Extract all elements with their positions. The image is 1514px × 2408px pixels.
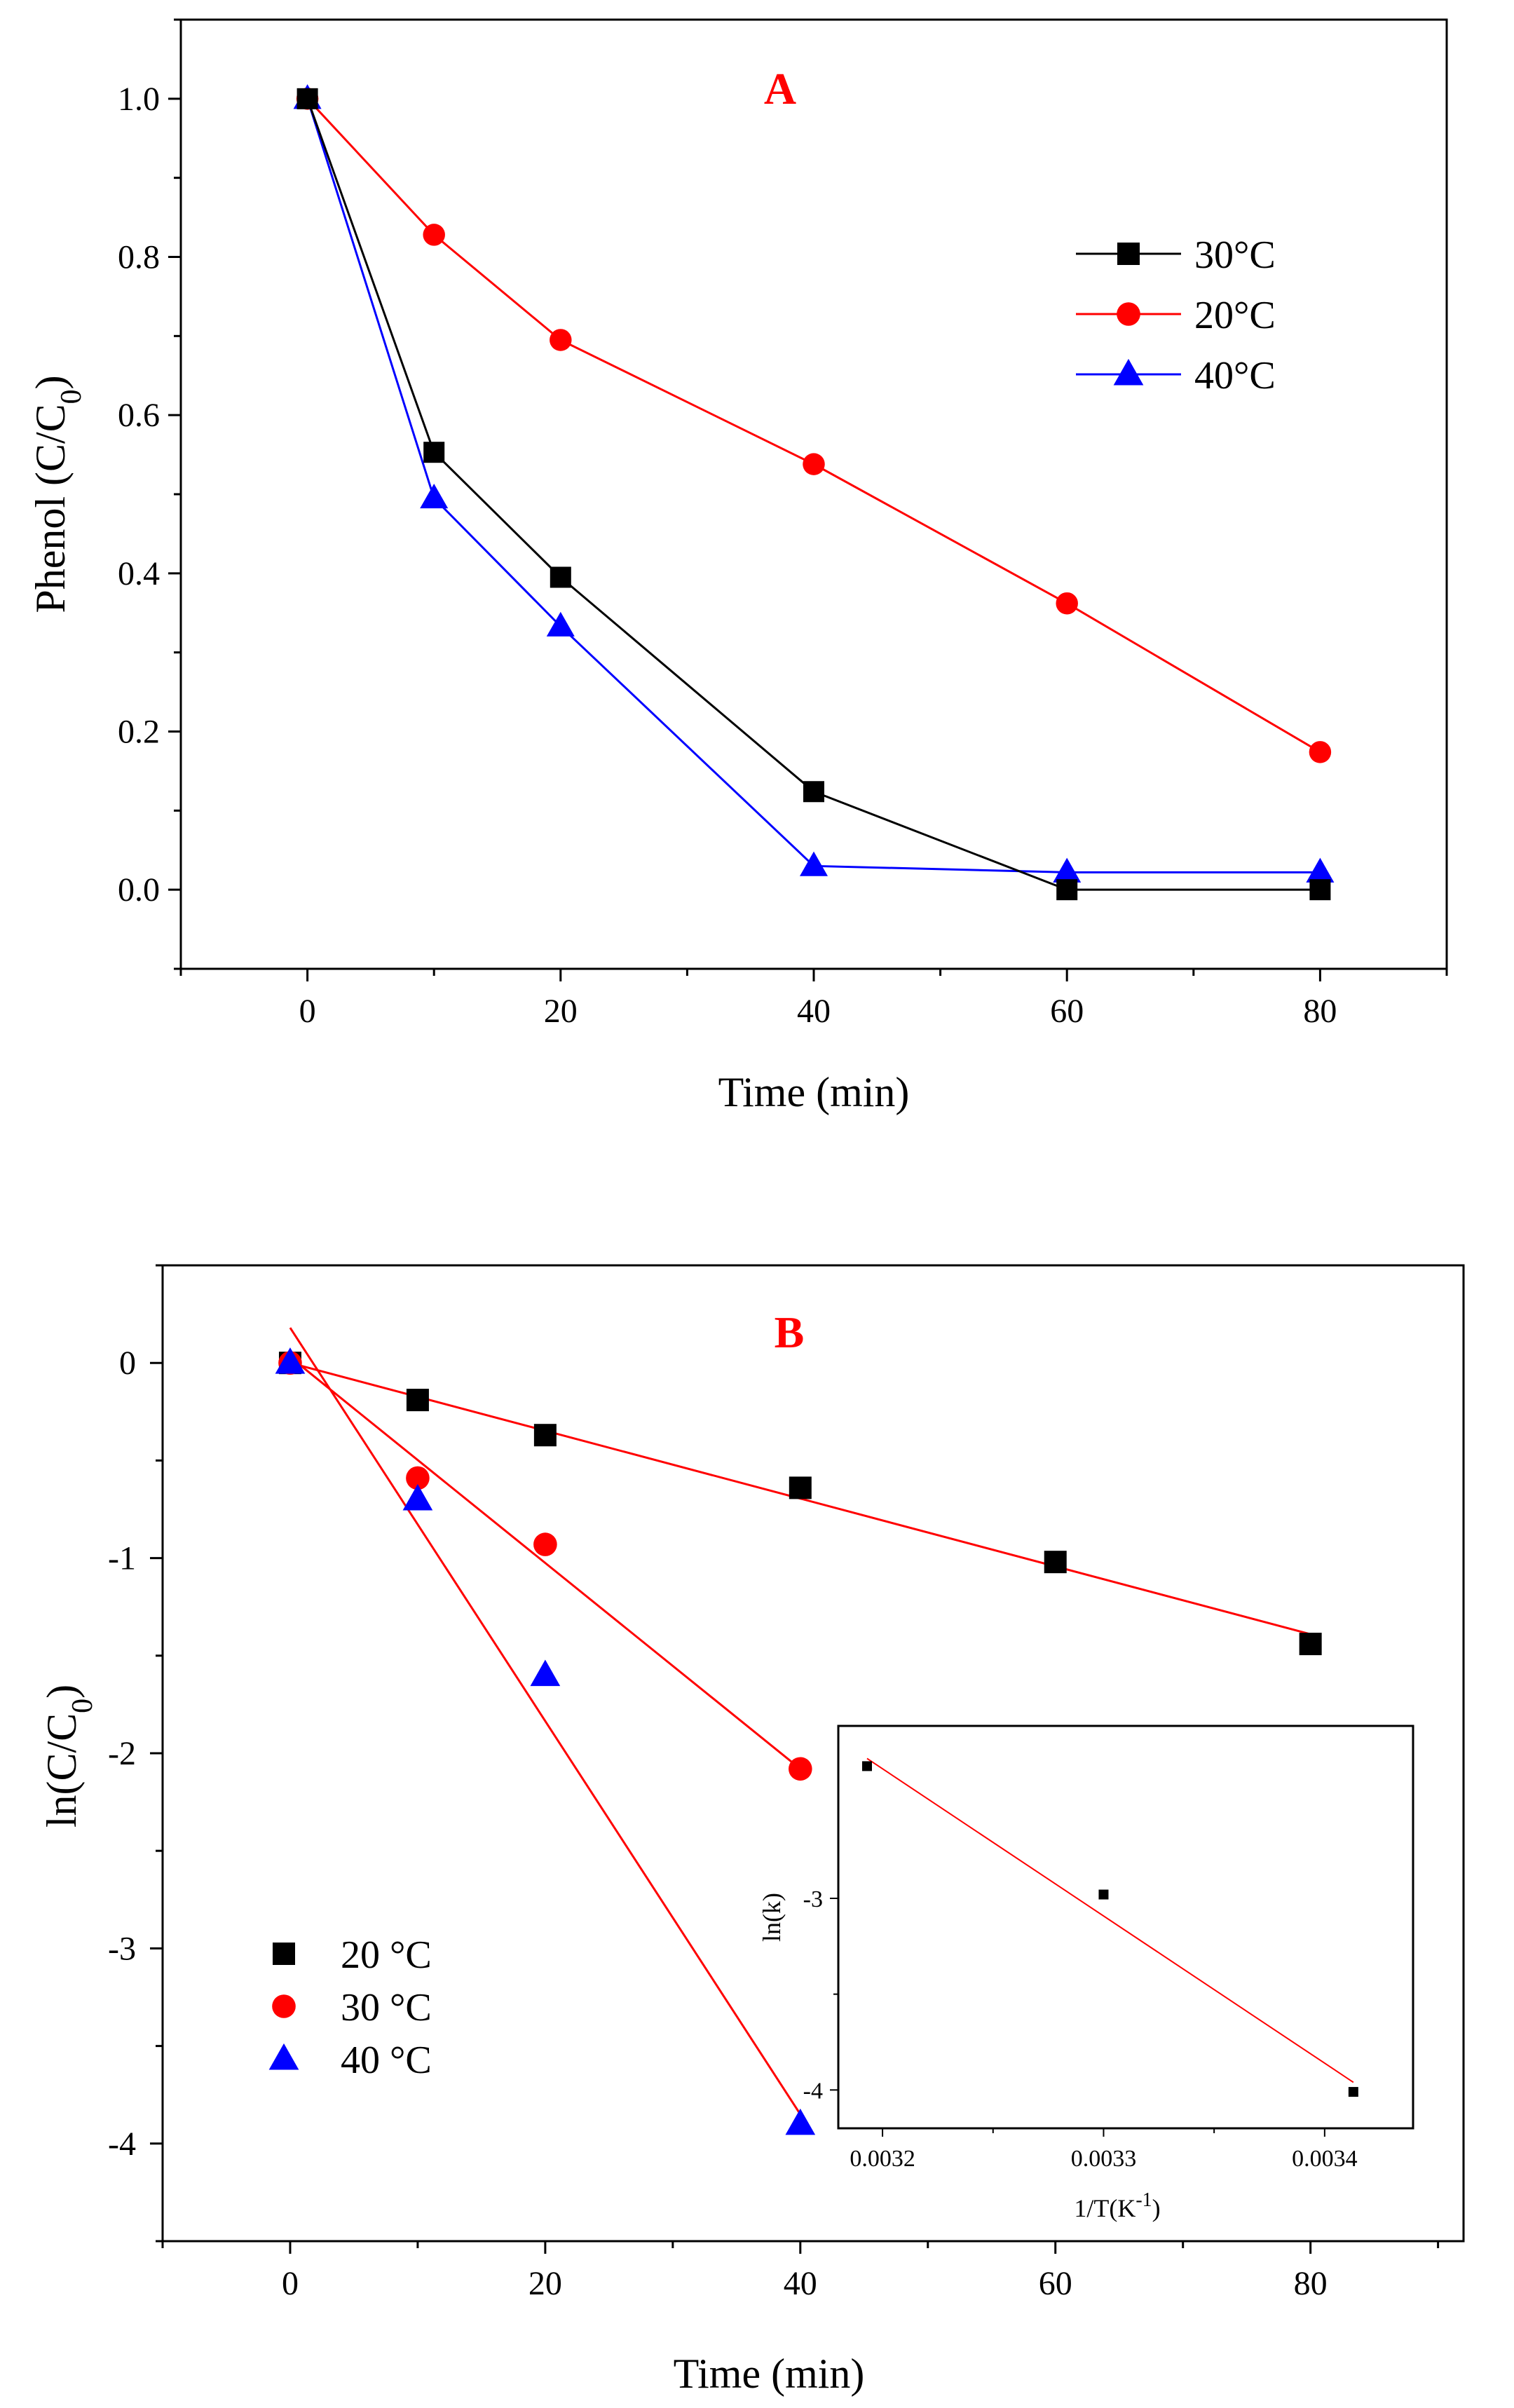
panel-a-data-point bbox=[1056, 879, 1078, 901]
panel-a-data-point bbox=[803, 781, 824, 803]
panel-a-legend-marker bbox=[1117, 243, 1140, 265]
panel-b-y-tick-label: -2 bbox=[108, 1735, 136, 1772]
panel-a-legend-marker bbox=[1113, 358, 1144, 386]
panel-b-legend: 20 °C 30 °C 40 °C bbox=[268, 1933, 432, 2082]
panel-b-legend-label: 40 °C bbox=[341, 2039, 432, 2082]
panel-b-data-point bbox=[275, 1347, 306, 1374]
panel-a-data-point bbox=[1309, 879, 1331, 901]
panel-a-y-tick-label: 0.4 bbox=[118, 555, 160, 592]
panel-b-data-point bbox=[1299, 1633, 1322, 1656]
inset-x-tick-label: 0.0034 bbox=[1292, 2146, 1358, 2172]
panel-b-data-point bbox=[533, 1424, 557, 1447]
panel-a-data-point bbox=[296, 88, 318, 109]
panel-b-data-point bbox=[533, 1532, 557, 1556]
panel-b-legend-marker bbox=[268, 2043, 299, 2070]
inset-frame bbox=[837, 1725, 1414, 2130]
panel-b-data-point bbox=[789, 1757, 812, 1781]
panel-b-y-tick-label: -1 bbox=[108, 1540, 136, 1577]
inset-y-tick-label: -4 bbox=[803, 2078, 823, 2104]
panel-b-y-tick-label: -4 bbox=[108, 2125, 136, 2163]
inset-data-point bbox=[1348, 2087, 1358, 2097]
panel-a-data-point bbox=[546, 611, 575, 637]
panel-a-data-point bbox=[420, 483, 449, 509]
panel-a-legend-label: 30°C bbox=[1194, 233, 1276, 277]
panel-b-data bbox=[275, 1327, 1322, 2135]
inset-chart: 0.0032 0.0033 0.0034 -3 -4 ln(k) 1/T(K-1) bbox=[758, 1725, 1414, 2223]
panel-b-data-point bbox=[530, 1659, 561, 1687]
panel-a-data-point bbox=[803, 453, 825, 475]
panel-a-legend-label: 40°C bbox=[1194, 354, 1276, 397]
panel-a-x-tick-label: 20 bbox=[544, 993, 578, 1030]
panel-a-series-line bbox=[306, 98, 1321, 873]
panel-a-legend-marker bbox=[1117, 302, 1140, 326]
panel-b-legend-marker bbox=[273, 1943, 295, 1965]
panel-a-y-tick-label: 0.6 bbox=[118, 397, 160, 434]
panel-a-data-point bbox=[799, 851, 828, 876]
panel-b-legend-label: 30 °C bbox=[341, 1986, 432, 2029]
panel-a: 0 20 40 60 80 0.0 0.2 0.4 0.6 0.8 1.0 A Time (min)… bbox=[27, 18, 1448, 1115]
panel-a-label: A bbox=[764, 64, 796, 114]
panel-b-data-point bbox=[406, 1466, 430, 1490]
panel-b-legend-label: 20 °C bbox=[341, 1933, 432, 1977]
panel-b-data-point bbox=[785, 2108, 816, 2135]
panel-a-data-point bbox=[1056, 592, 1078, 615]
inset-fit-line bbox=[866, 1757, 1354, 2083]
panel-b-axes: 0 20 40 60 80 0 -1 -2 -3 -4 bbox=[108, 1264, 1440, 2302]
panel-a-series-line bbox=[306, 97, 1321, 754]
panel-a-legend: 30°C 20°C 40°C bbox=[1076, 233, 1276, 397]
inset-x-tick-label: 0.0032 bbox=[850, 2146, 915, 2172]
panel-b-y-tick-label: -3 bbox=[108, 1930, 136, 1967]
inset-data-point bbox=[1098, 1889, 1109, 1900]
panel-a-series-line bbox=[306, 98, 1321, 891]
panel-a-x-tick-label: 60 bbox=[1050, 993, 1084, 1030]
panel-a-y-tick-label: 0.8 bbox=[118, 239, 160, 276]
panel-b-data-point bbox=[789, 1476, 812, 1499]
panel-a-data-point bbox=[1053, 857, 1082, 883]
panel-b-x-tick-label: 20 bbox=[528, 2265, 562, 2302]
inset-x-axis-title: 1/T(K-1) bbox=[1074, 2189, 1160, 2223]
panel-a-data-point bbox=[550, 566, 571, 588]
panel-a-data-point bbox=[1309, 741, 1332, 763]
panel-a-x-tick-label: 40 bbox=[797, 993, 831, 1030]
panel-a-data-point bbox=[423, 442, 445, 463]
inset-data-point bbox=[862, 1761, 872, 1771]
panel-a-y-tick-label: 0.2 bbox=[118, 714, 160, 751]
panel-a-data-point bbox=[423, 224, 445, 246]
panel-b-x-tick-label: 40 bbox=[784, 2265, 817, 2302]
panel-b-x-tick-label: 60 bbox=[1039, 2265, 1072, 2302]
panel-a-x-tick-label: 80 bbox=[1303, 993, 1337, 1030]
panel-a-y-tick-label: 0.0 bbox=[118, 871, 160, 909]
panel-b-x-axis-title: Time (min) bbox=[674, 2351, 865, 2397]
inset-x-tick-label: 0.0033 bbox=[1071, 2146, 1137, 2172]
panel-a-legend-label: 20°C bbox=[1194, 294, 1276, 337]
panel-a-x-tick-label: 0 bbox=[299, 993, 316, 1030]
panel-b-x-tick-label: 0 bbox=[282, 2265, 299, 2302]
inset-axes: 0.0032 0.0033 0.0034 -3 -4 bbox=[803, 1886, 1358, 2172]
panel-b-data-point bbox=[406, 1389, 429, 1412]
panel-a-y-tick-label: 1.0 bbox=[118, 81, 160, 118]
inset-y-axis-title: ln(k) bbox=[758, 1893, 786, 1942]
panel-a-data bbox=[293, 84, 1335, 901]
inset-data bbox=[862, 1757, 1358, 2097]
panel-a-data-point bbox=[1306, 857, 1335, 883]
panel-b-fit-line bbox=[289, 1356, 801, 1770]
panel-a-axes: 0 20 40 60 80 0.0 0.2 0.4 0.6 0.8 1.0 bbox=[118, 18, 1448, 1030]
panel-b-data-point bbox=[402, 1484, 433, 1511]
panel-a-x-axis-title: Time (min) bbox=[718, 1069, 910, 1115]
panel-a-data-point bbox=[550, 329, 572, 351]
panel-b-y-tick-label: 0 bbox=[119, 1345, 136, 1382]
panel-b-data-point bbox=[1044, 1551, 1067, 1574]
inset-y-tick-label: -3 bbox=[803, 1886, 823, 1912]
panel-b-x-tick-label: 80 bbox=[1294, 2265, 1328, 2302]
panel-b-label: B bbox=[775, 1307, 805, 1357]
panel-b-fit-line bbox=[289, 1327, 802, 2115]
panel-b-legend-marker bbox=[272, 1994, 296, 2018]
